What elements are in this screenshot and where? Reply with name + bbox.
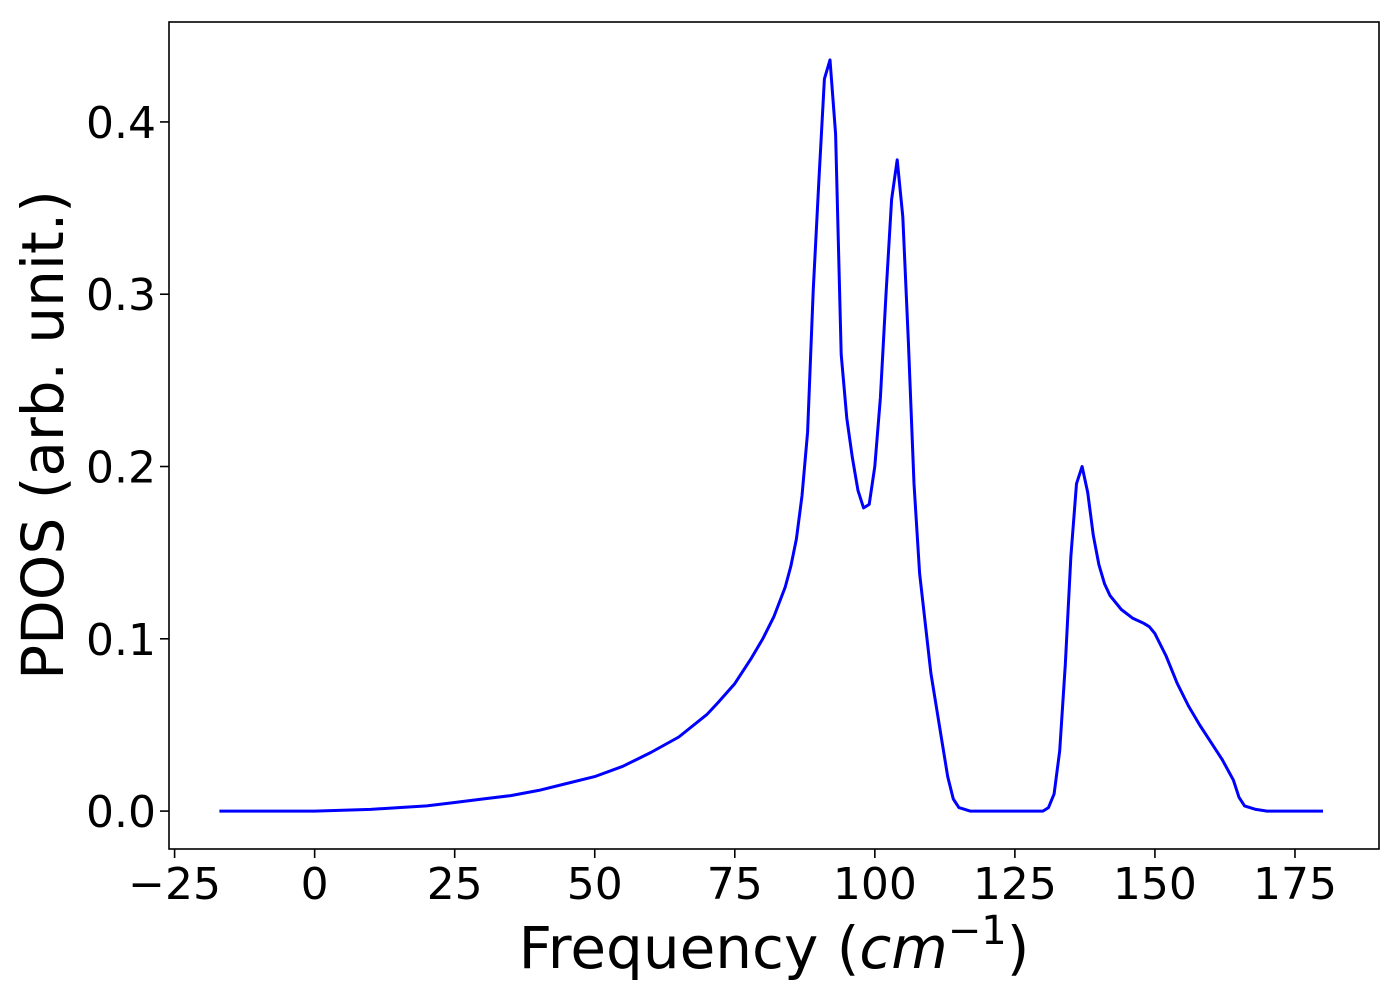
x-axis-ticks: −25 0 25 50 75 100 125 150 175 <box>128 849 1337 910</box>
x-tick-label: 50 <box>567 859 623 910</box>
x-tick-label: 25 <box>427 859 483 910</box>
y-tick-label: 0.0 <box>86 787 156 838</box>
plot-area-frame <box>168 21 1380 850</box>
x-tick-label: 150 <box>1113 859 1197 910</box>
y-axis-title: PDOS (arb. unit.) <box>9 190 77 680</box>
x-tick-label: 0 <box>301 859 329 910</box>
x-tick-label: 125 <box>973 859 1057 910</box>
pdos-series-line <box>219 58 1323 813</box>
y-tick-label: 0.4 <box>86 98 156 149</box>
y-tick-label: 0.2 <box>86 443 156 494</box>
y-axis-ticks: 0.0 0.1 0.2 0.3 0.4 <box>86 98 169 838</box>
x-tick-label: 75 <box>707 859 763 910</box>
y-tick-label: 0.1 <box>86 615 156 666</box>
x-tick-label: 175 <box>1253 859 1337 910</box>
x-tick-label: −25 <box>128 859 221 910</box>
x-tick-label: 100 <box>833 859 917 910</box>
y-tick-label: 0.3 <box>86 270 156 321</box>
x-axis-title: Frequency (cm−1) <box>519 908 1030 982</box>
